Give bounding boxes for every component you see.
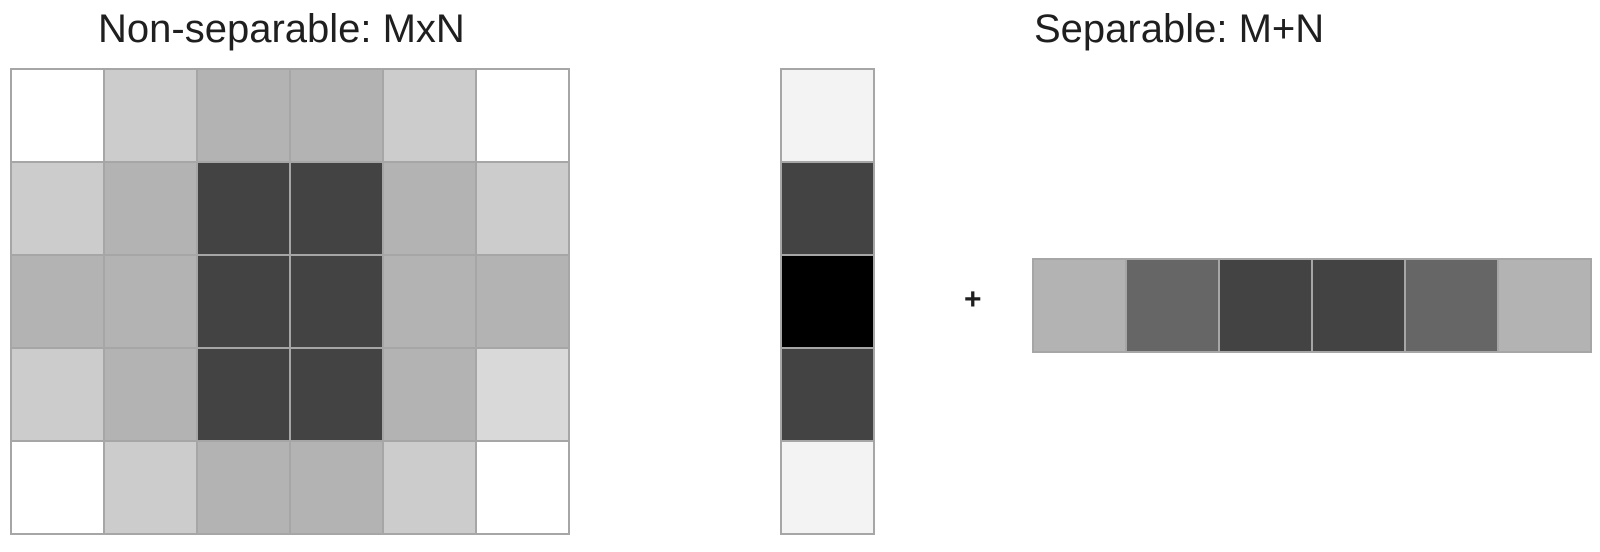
matrix-cell-r5-c3 — [198, 442, 289, 533]
matrix-cell-r5-c2 — [105, 442, 196, 533]
matrix-cell-r4-c5 — [384, 349, 475, 440]
column-vector-grid — [780, 68, 875, 535]
column-vector-cell-3 — [782, 256, 873, 347]
row-vector-cell-6 — [1499, 260, 1590, 351]
non-separable-title: Non-separable: MxN — [98, 7, 465, 51]
matrix-cell-r1-c2 — [105, 70, 196, 161]
row-vector-cell-4 — [1313, 260, 1404, 351]
matrix-cell-r2-c6 — [477, 163, 568, 254]
row-vector-cell-3 — [1220, 260, 1311, 351]
matrix-cell-r5-c6 — [477, 442, 568, 533]
matrix-cell-r2-c2 — [105, 163, 196, 254]
plus-operator: + — [964, 283, 982, 316]
matrix-cell-r1-c4 — [291, 70, 382, 161]
row-vector-cell-2 — [1127, 260, 1218, 351]
column-vector-cell-4 — [782, 349, 873, 440]
matrix-cell-r2-c3 — [198, 163, 289, 254]
matrix-cell-r4-c6 — [477, 349, 568, 440]
matrix-cell-r5-c1 — [12, 442, 103, 533]
matrix-cell-r5-c5 — [384, 442, 475, 533]
matrix-cell-r1-c6 — [477, 70, 568, 161]
matrix-cell-r3-c4 — [291, 256, 382, 347]
matrix-cell-r4-c4 — [291, 349, 382, 440]
matrix-cell-r2-c5 — [384, 163, 475, 254]
separable-title: Separable: M+N — [1034, 7, 1325, 51]
matrix-cell-r3-c6 — [477, 256, 568, 347]
column-vector-cell-5 — [782, 442, 873, 533]
row-vector-cell-5 — [1406, 260, 1497, 351]
matrix-cell-r3-c2 — [105, 256, 196, 347]
matrix-cell-r5-c4 — [291, 442, 382, 533]
matrix-cell-r2-c1 — [12, 163, 103, 254]
matrix-cell-r1-c1 — [12, 70, 103, 161]
matrix-cell-r3-c5 — [384, 256, 475, 347]
matrix-cell-r4-c3 — [198, 349, 289, 440]
matrix-cell-r2-c4 — [291, 163, 382, 254]
matrix-cell-r1-c3 — [198, 70, 289, 161]
matrix-cell-r4-c2 — [105, 349, 196, 440]
matrix-cell-r4-c1 — [12, 349, 103, 440]
matrix-cell-r3-c1 — [12, 256, 103, 347]
column-vector-cell-2 — [782, 163, 873, 254]
non-separable-kernel-grid — [10, 68, 570, 535]
column-vector-cell-1 — [782, 70, 873, 161]
matrix-cell-r1-c5 — [384, 70, 475, 161]
row-vector-grid — [1032, 258, 1592, 353]
matrix-cell-r3-c3 — [198, 256, 289, 347]
row-vector-cell-1 — [1034, 260, 1125, 351]
